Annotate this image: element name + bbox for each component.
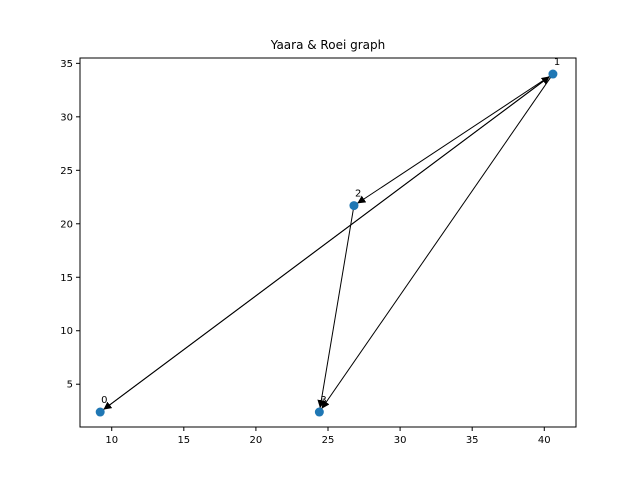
x-tick-label: 20 [250,435,263,446]
chart-title: Yaara & Roei graph [270,38,385,52]
node-point-1 [548,69,558,79]
node-label-0: 0 [101,395,107,406]
node-point-2 [349,201,359,211]
y-tick-label: 25 [60,166,73,177]
edge-arrow-2-to-3 [317,209,354,409]
x-tick-label: 25 [322,435,335,446]
node-point-3 [314,407,324,417]
x-tick-label: 35 [466,435,479,446]
y-tick-label: 10 [60,326,73,337]
x-tick-label: 10 [105,435,118,446]
y-tick-label: 35 [60,59,73,70]
y-tick-label: 5 [67,380,73,391]
edge-arrow-0-to-1 [103,76,551,411]
x-tick-label: 30 [394,435,407,446]
y-tick-label: 30 [60,112,73,123]
edge-arrow-1-to-2 [357,75,550,204]
node-point-0 [95,407,105,417]
plot-area: 10 15 20 25 30 35 40 5 10 15 20 25 30 35 0 1 2 3 [60,57,577,446]
edge-arrow-1-to-3 [321,77,552,410]
node-label-3: 3 [320,395,326,406]
node-label-1: 1 [554,57,560,68]
y-tick-label: 20 [60,219,73,230]
node-label-2: 2 [355,189,361,200]
y-tick-label: 15 [60,273,73,284]
x-tick-label: 15 [177,435,190,446]
x-tick-label: 40 [538,435,551,446]
